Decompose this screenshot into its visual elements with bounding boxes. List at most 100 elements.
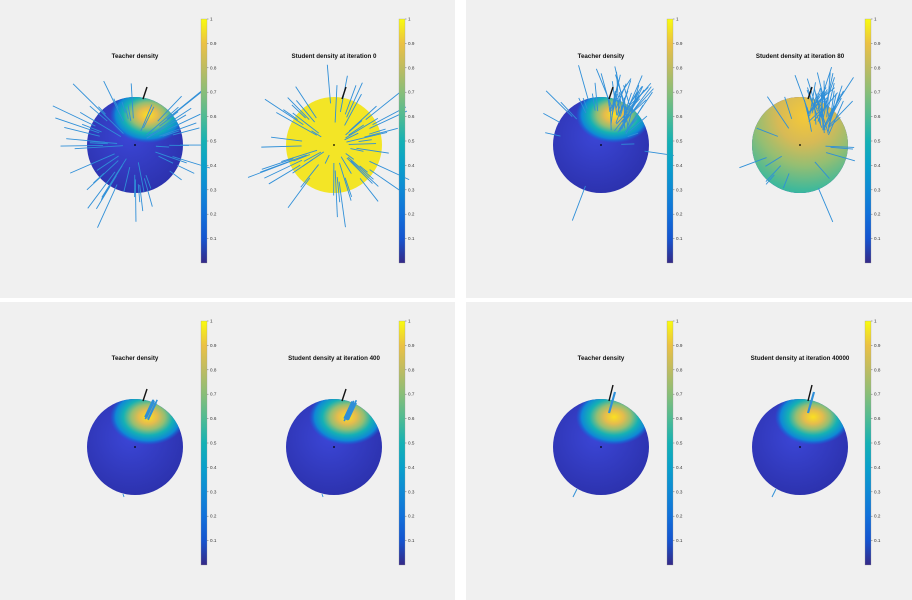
vector-line — [629, 115, 648, 132]
vector-line — [89, 142, 108, 145]
vector-line — [127, 104, 132, 121]
center-marker — [600, 144, 602, 146]
reference-vector — [142, 86, 148, 100]
vector-line — [96, 155, 119, 171]
vector-line — [291, 104, 306, 119]
colorbar-tick-label: 0.4 — [408, 465, 415, 470]
vector-line — [64, 127, 100, 137]
colorbar-gradient — [200, 18, 208, 264]
vector-line — [146, 106, 179, 136]
vector-line — [143, 178, 153, 207]
colorbar-tick-label: 0.9 — [874, 343, 881, 348]
colorbar-3-0: 0.1 0.2 0.3 0.4 0.5 0.6 0.7 0.8 0.9 1 — [666, 319, 683, 566]
vector-line — [765, 174, 775, 185]
panel-bottom-right: Teacher density 0.1 0.2 0.3 0.4 0.5 0.6 0.7 0.8 0… — [466, 302, 912, 600]
vector-line — [158, 155, 174, 164]
sphere-2-1 — [286, 399, 382, 495]
colorbar-tick-label: 0.3 — [210, 187, 217, 192]
vector-line — [295, 86, 317, 119]
vector-line — [268, 164, 301, 185]
vector-line — [167, 114, 187, 126]
vector-line — [292, 151, 325, 174]
colorbar-tick-label: 0.6 — [210, 114, 217, 119]
vector-line — [591, 93, 596, 111]
vector-line — [72, 83, 107, 117]
vector-line — [784, 96, 793, 120]
colorbar-gradient — [864, 18, 872, 264]
vector-line — [340, 156, 352, 174]
vector-line — [756, 127, 779, 137]
colorbar-tick-label: 1 — [210, 17, 213, 22]
colorbar-tick-label: 0.5 — [676, 139, 683, 144]
vector-line — [155, 145, 170, 148]
vector-line — [260, 154, 307, 173]
colorbar-tick-label: 0.7 — [408, 90, 415, 95]
vector-line — [162, 130, 180, 137]
vector-line — [60, 145, 103, 147]
vector-line — [137, 184, 141, 203]
vector-line — [144, 399, 155, 418]
vector-line — [100, 165, 123, 200]
vector-line — [264, 98, 304, 126]
vector-line — [572, 488, 578, 498]
center-marker — [799, 446, 801, 448]
vector-line — [344, 177, 353, 197]
vector-line — [811, 87, 821, 114]
vector-line — [149, 107, 192, 136]
colorbar-tick-label: 0.7 — [210, 90, 217, 95]
vector-line — [334, 85, 338, 123]
vector-line — [765, 165, 782, 182]
vector-line — [350, 148, 364, 152]
colorbar-tick-label: 0.6 — [408, 114, 415, 119]
panel-top-right: Teacher density 0.1 0.2 0.3 0.4 0.5 0.6 0.7 0.8 0… — [466, 0, 912, 298]
vector-line — [103, 80, 124, 122]
vector-line — [560, 101, 578, 120]
colorbar-tick-label: 0.2 — [408, 212, 415, 217]
vector-line — [86, 160, 119, 191]
reference-vector — [341, 388, 347, 402]
vector-line — [97, 184, 118, 228]
colorbar-2-1: 0.1 0.2 0.3 0.4 0.5 0.6 0.7 0.8 0.9 1 — [398, 319, 415, 566]
vector-line — [66, 138, 106, 143]
colorbar-tick-label: 0.5 — [874, 441, 881, 446]
colorbar-tick-label: 0.4 — [676, 163, 683, 168]
vector-line — [276, 112, 317, 136]
colorbar-tick-label: 0.6 — [676, 416, 683, 421]
vector-line — [343, 401, 353, 419]
vector-line — [261, 158, 294, 170]
sphere-3-1 — [752, 399, 848, 495]
vector-line — [283, 109, 298, 120]
vector-line — [139, 184, 144, 212]
vector-line — [344, 85, 357, 115]
vector-line — [324, 154, 330, 164]
vector-line — [87, 171, 116, 209]
vector-line — [578, 97, 587, 114]
panel-bottom-left: Teacher density 0.1 0.2 0.3 0.4 0.5 0.6 0.7 0.8 0… — [0, 302, 455, 600]
vector-line — [344, 93, 362, 126]
reference-vector — [341, 86, 347, 100]
colorbar-tick-label: 0.3 — [874, 489, 881, 494]
colorbar-tick-label: 0.9 — [210, 41, 217, 46]
vector-line — [125, 108, 129, 119]
colorbar-tick-label: 0.1 — [874, 236, 881, 241]
colorbar-tick-label: 0.2 — [210, 514, 217, 519]
vector-line — [545, 90, 573, 117]
vector-line — [287, 177, 311, 209]
vector-line — [807, 87, 827, 115]
vector-line — [155, 151, 187, 164]
colorbar-1-0: 0.1 0.2 0.3 0.4 0.5 0.6 0.7 0.8 0.9 1 — [666, 17, 683, 264]
colorbar-tick-label: 0.1 — [210, 236, 217, 241]
colorbar-tick-label: 0.7 — [874, 90, 881, 95]
colorbar-tick-label: 0.7 — [874, 392, 881, 397]
vector-line — [157, 95, 182, 122]
vector-line — [103, 113, 124, 134]
vector-line — [281, 149, 318, 162]
vector-line — [345, 153, 355, 160]
subplot-title: Teacher density — [578, 53, 625, 60]
vector-line — [98, 106, 106, 115]
colorbar-gradient — [864, 320, 872, 566]
subplot-title: Student density at iteration 80 — [756, 53, 845, 60]
vector-field-2-0 — [122, 388, 158, 498]
vector-line — [134, 179, 137, 222]
